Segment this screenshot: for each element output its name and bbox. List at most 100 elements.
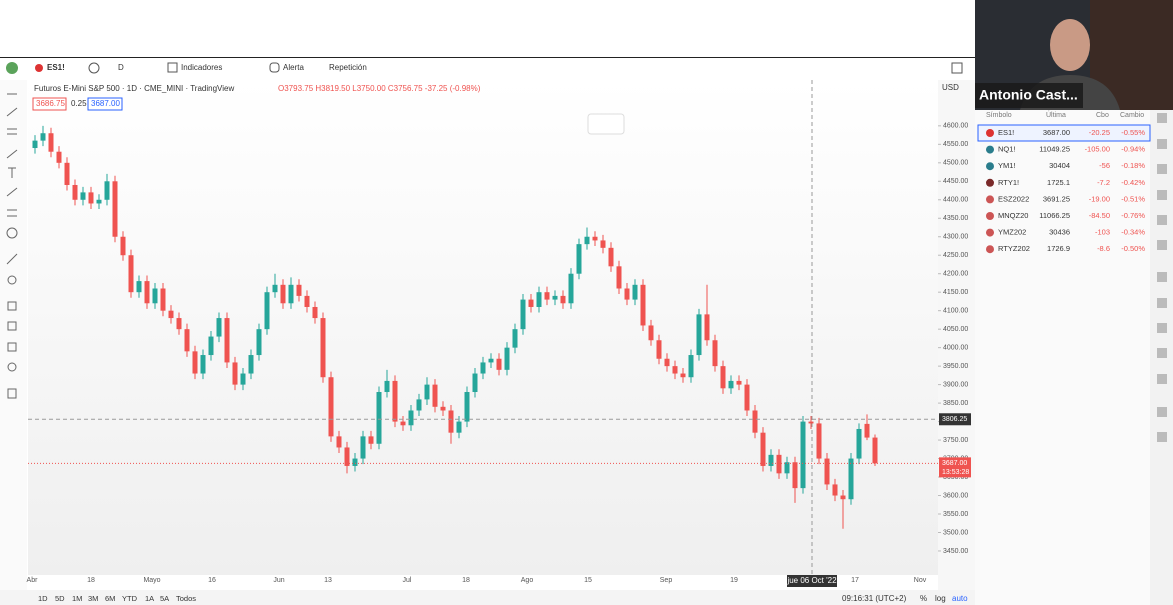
candle-body xyxy=(872,437,878,464)
range-button[interactable]: YTD xyxy=(122,594,138,603)
candle-body xyxy=(648,325,654,341)
candle-body xyxy=(304,295,310,307)
countdown: 13:53:28 xyxy=(942,469,969,476)
symbol[interactable]: ES1! xyxy=(47,63,65,72)
y-tick-label: 3550.00 xyxy=(943,511,968,518)
x-tick-label: 15 xyxy=(584,577,592,584)
x-tick-label: Jul xyxy=(403,577,412,584)
tools xyxy=(6,93,18,399)
candle-body xyxy=(832,484,838,496)
crosshair-date: jue 06 Oct '22 xyxy=(786,576,837,585)
symbol[interactable]: RTYZ202 xyxy=(998,244,1030,253)
candle-body xyxy=(600,240,606,248)
candle-body xyxy=(608,247,614,267)
candle-body xyxy=(456,421,462,433)
range-button[interactable]: 1D xyxy=(38,594,48,603)
last: 1725.1 xyxy=(1047,178,1070,187)
x-tick-label: 17 xyxy=(851,577,859,584)
x-tick-label: 16 xyxy=(208,577,216,584)
y-tick-label: 4100.00 xyxy=(943,308,968,315)
candle-body xyxy=(256,329,262,356)
candle-body xyxy=(176,318,182,330)
indicators[interactable]: Indicadores xyxy=(181,63,222,72)
crosshair-price-box xyxy=(939,413,971,426)
candle-body xyxy=(56,151,62,163)
range-button[interactable]: 3M xyxy=(88,594,98,603)
candle-body xyxy=(472,373,478,393)
change-pct: -0.51% xyxy=(1121,194,1145,203)
range-button[interactable]: 6M xyxy=(105,594,115,603)
range-button[interactable]: 5D xyxy=(55,594,65,603)
symbol[interactable]: ES1! xyxy=(998,128,1014,137)
candle-body xyxy=(232,362,238,385)
candle-body xyxy=(816,423,822,459)
interval[interactable]: D xyxy=(118,63,124,72)
symbol-icon xyxy=(986,178,994,187)
candle-body xyxy=(512,329,518,348)
fullscreen[interactable] xyxy=(951,62,963,74)
change-pct: -0.50% xyxy=(1121,244,1145,253)
candle-body xyxy=(296,284,302,296)
legend-title: Futuros E-Mini S&P 500 · 1D · CME_MINI ·… xyxy=(34,84,234,93)
candle-body xyxy=(216,318,222,337)
candle-body xyxy=(240,373,246,385)
replay[interactable]: Repetición xyxy=(329,63,367,72)
avatar[interactable] xyxy=(6,62,18,74)
range-button[interactable]: 1A xyxy=(145,594,154,603)
x-tick-label: Nov xyxy=(914,577,927,584)
candle-body xyxy=(592,236,598,241)
last: 11066.25 xyxy=(1039,211,1070,220)
symbol[interactable]: ESZ2022 xyxy=(998,194,1029,203)
symbol-icon xyxy=(986,228,994,237)
candle-body xyxy=(224,318,230,363)
candle-body xyxy=(480,362,486,374)
candle-body xyxy=(328,377,334,437)
range-button[interactable]: Todos xyxy=(176,594,196,603)
candle-body xyxy=(376,392,382,444)
candle-body xyxy=(408,410,414,426)
symbol[interactable]: YMZ202 xyxy=(998,228,1026,237)
y-tick-label: 4550.00 xyxy=(943,141,968,148)
symbol[interactable]: MNQZ20 xyxy=(998,211,1028,220)
candle-body xyxy=(752,410,758,433)
symbol[interactable]: NQ1! xyxy=(998,145,1016,154)
range-button[interactable]: 5A xyxy=(160,594,169,603)
window-edge xyxy=(0,57,975,58)
currency: USD xyxy=(942,83,959,92)
candle-body xyxy=(360,436,366,459)
alert[interactable]: Alerta xyxy=(283,63,304,72)
candle-body xyxy=(248,355,254,374)
selected-row xyxy=(977,124,1151,142)
candle-body xyxy=(144,281,150,304)
candle-body xyxy=(136,281,142,293)
symbol[interactable]: RTY1! xyxy=(998,178,1019,187)
bid-box xyxy=(32,97,67,111)
candle-body xyxy=(208,336,214,356)
x-tick-label: Ago xyxy=(521,577,534,584)
candle-body xyxy=(584,236,590,245)
symbol[interactable]: YM1! xyxy=(998,161,1016,170)
bid: 3686.75 xyxy=(36,99,65,108)
candle-body xyxy=(288,284,294,304)
candle-body xyxy=(808,421,814,424)
percent[interactable]: % xyxy=(920,594,927,603)
candle-body xyxy=(312,306,318,319)
drawing-toolbar[interactable] xyxy=(587,113,625,135)
range-button[interactable]: 1M xyxy=(72,594,82,603)
candle-body xyxy=(736,380,742,385)
add-icon[interactable] xyxy=(88,62,100,74)
symbol-icon xyxy=(986,162,994,171)
candle-body xyxy=(96,199,102,204)
symbol-icon xyxy=(986,245,994,254)
candle-body xyxy=(432,384,438,407)
candle-body xyxy=(712,340,718,367)
candle-body xyxy=(856,428,862,459)
watchlist xyxy=(975,110,1150,605)
symbol-icon xyxy=(35,64,43,72)
auto[interactable]: auto xyxy=(952,594,968,603)
candle-body xyxy=(424,384,430,400)
candle-body xyxy=(120,236,126,256)
candle-body xyxy=(320,318,326,378)
right-icons xyxy=(1157,113,1167,442)
log[interactable]: log xyxy=(935,594,946,603)
